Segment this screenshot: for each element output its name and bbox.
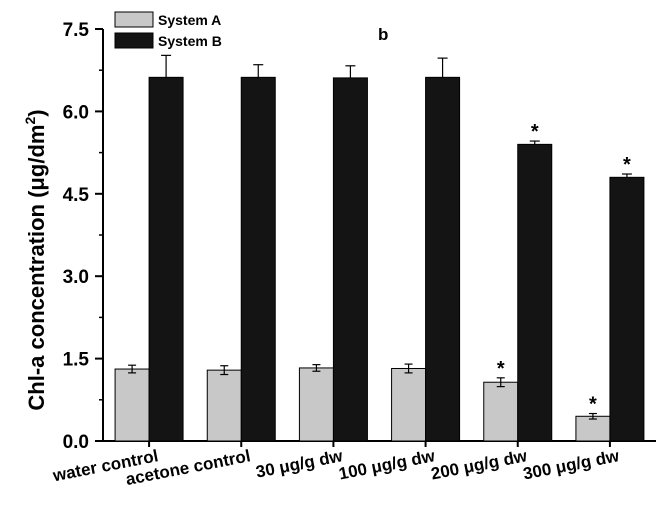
bar-system-a (298, 367, 334, 442)
y-tick-label: 4.5 (63, 185, 90, 206)
bar-system-a (575, 415, 611, 442)
x-tick-label: 200 μg/g dw (429, 446, 529, 483)
legend-swatch-system-b (114, 32, 154, 49)
bar-system-a (483, 381, 519, 442)
x-tick-label: 300 μg/g dw (522, 446, 622, 483)
significance-marker-system-a: * (589, 394, 597, 416)
bar-system-b (517, 143, 553, 442)
y-axis-label-close: ) (24, 109, 49, 116)
x-tick-label: 100 μg/g dw (337, 446, 437, 483)
panel-label: b (378, 25, 388, 44)
bar-system-b (609, 176, 645, 442)
significance-marker-system-b: * (623, 154, 631, 176)
bar-system-a (391, 367, 427, 442)
bar-system-b (240, 76, 276, 442)
bar-system-b (148, 76, 184, 442)
bar-system-b (332, 77, 368, 442)
y-axis-label-superscript: 2 (22, 117, 38, 125)
bar-system-a (114, 368, 150, 442)
y-tick-label: 1.5 (63, 350, 90, 371)
legend: System A System B (114, 11, 222, 49)
significance-marker-system-b: * (531, 121, 539, 143)
y-tick-label: 0.0 (63, 432, 89, 453)
legend-swatch-system-a (114, 11, 154, 28)
y-tick-label: 7.5 (63, 20, 90, 41)
significance-marker-system-a: * (497, 358, 505, 380)
y-tick-label: 6.0 (63, 102, 89, 123)
bar-system-b (425, 76, 461, 442)
legend-label-system-b: System B (158, 33, 222, 49)
y-tick-label: 3.0 (63, 267, 89, 288)
y-axis-label: Chl-a concentration (μg/dm2) (22, 109, 49, 410)
x-tick-label: 30 μg/g dw (254, 446, 345, 482)
bar-system-a (206, 369, 242, 442)
legend-label-system-a: System A (158, 12, 221, 28)
